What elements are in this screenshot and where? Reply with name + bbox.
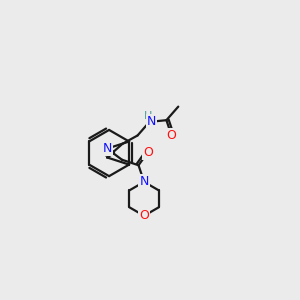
Text: N: N <box>147 116 157 128</box>
Text: O: O <box>167 129 176 142</box>
Text: N: N <box>140 176 149 188</box>
Text: O: O <box>143 146 153 159</box>
Text: N: N <box>102 142 112 155</box>
Text: O: O <box>139 209 149 222</box>
Text: H: H <box>144 111 152 121</box>
